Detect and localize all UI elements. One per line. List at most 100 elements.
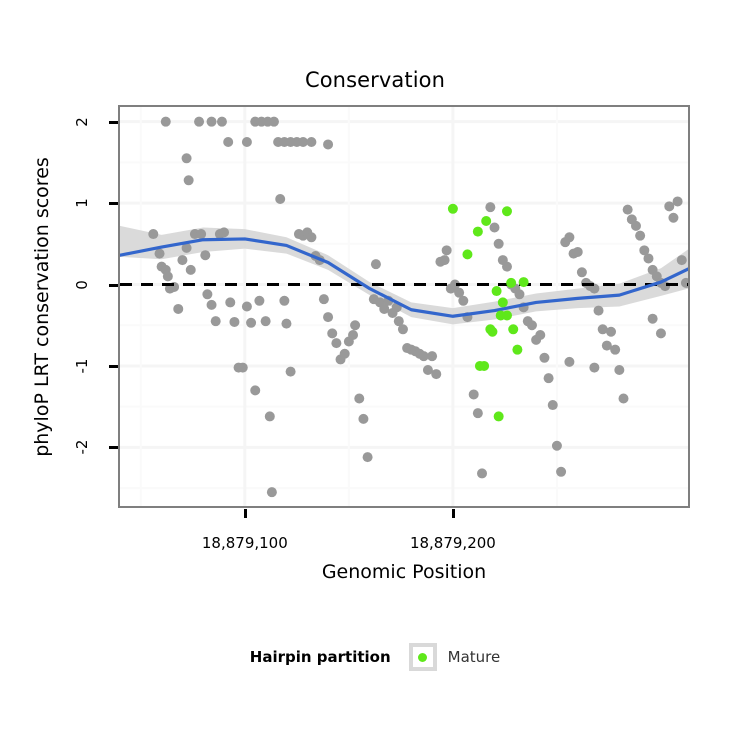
- data-point-other: [639, 245, 650, 256]
- y-tick-mark: [109, 446, 118, 450]
- data-point-mature: [472, 226, 483, 237]
- data-point-other: [551, 440, 562, 451]
- data-point-other: [327, 328, 338, 339]
- data-point-other: [350, 320, 361, 331]
- data-point-other: [348, 330, 359, 340]
- data-point-other: [275, 194, 286, 205]
- data-point-mature: [501, 310, 512, 321]
- data-point-other: [306, 232, 317, 243]
- data-point-other: [630, 220, 641, 231]
- data-point-mature: [512, 344, 523, 355]
- data-point-other: [279, 295, 290, 306]
- data-point-other: [647, 313, 658, 324]
- data-point-other: [593, 305, 604, 316]
- data-point-other: [250, 385, 261, 396]
- plot-panel: [118, 105, 690, 508]
- data-point-other: [181, 242, 192, 253]
- scatter-plot-canvas: [120, 107, 688, 506]
- data-point-other: [206, 299, 217, 310]
- y-tick-label: 1: [73, 198, 91, 208]
- x-axis-title: Genomic Position: [321, 561, 487, 583]
- data-point-other: [206, 116, 217, 127]
- data-point-other: [354, 393, 365, 404]
- y-tick-label: 0: [73, 279, 91, 290]
- data-point-other: [676, 255, 687, 266]
- data-point-other: [564, 356, 575, 367]
- data-point-other: [246, 317, 257, 328]
- x-tick-mark: [451, 509, 455, 518]
- x-tick-label: 18,879,100: [201, 534, 288, 552]
- data-point-other: [418, 351, 429, 362]
- data-point-other: [547, 400, 558, 411]
- data-point-other: [318, 294, 329, 305]
- y-tick-label: -2: [73, 439, 91, 455]
- data-point-mature: [508, 324, 519, 335]
- data-point-other: [160, 116, 171, 127]
- data-point-other: [655, 328, 666, 339]
- confidence-ribbon: [120, 225, 688, 325]
- data-point-other: [358, 413, 369, 424]
- data-point-other: [441, 245, 452, 256]
- loess-smooth-line: [120, 237, 688, 318]
- data-point-other: [266, 487, 277, 498]
- data-point-mature: [491, 286, 502, 297]
- data-point-other: [331, 338, 342, 349]
- data-point-other: [458, 295, 469, 306]
- data-point-other: [397, 324, 408, 335]
- data-point-other: [535, 330, 546, 340]
- data-point-other: [225, 297, 236, 308]
- legend-dot-icon: [418, 652, 428, 662]
- data-point-other: [472, 408, 483, 419]
- data-point-other: [323, 312, 334, 323]
- y-tick-mark: [109, 364, 118, 368]
- y-tick-mark: [109, 283, 118, 287]
- x-tick-label: 18,879,200: [409, 534, 496, 552]
- y-tick-label: 2: [73, 116, 91, 127]
- data-point-other: [610, 344, 621, 355]
- data-point-other: [154, 248, 165, 259]
- data-point-other: [185, 264, 196, 275]
- data-point-other: [254, 295, 265, 306]
- data-point-other: [268, 116, 279, 127]
- data-point-other: [241, 301, 252, 312]
- data-point-other: [285, 366, 296, 377]
- data-point-other: [210, 316, 221, 327]
- data-point-other: [477, 468, 488, 479]
- data-point-other: [229, 316, 240, 327]
- data-point-other: [370, 259, 381, 270]
- data-point-other: [281, 318, 292, 329]
- data-point-other: [485, 202, 496, 213]
- data-point-other: [543, 373, 554, 384]
- data-point-other: [556, 466, 567, 477]
- data-point-other: [422, 365, 433, 376]
- data-point-other: [237, 362, 248, 373]
- data-point-other: [194, 116, 205, 127]
- data-point-other: [173, 303, 184, 314]
- data-point-other: [379, 303, 390, 314]
- data-point-other: [589, 283, 600, 294]
- data-point-mature: [447, 203, 458, 214]
- data-point-other: [183, 175, 194, 186]
- data-point-mature: [481, 216, 492, 226]
- data-point-other: [668, 212, 679, 223]
- data-point-other: [181, 153, 192, 164]
- data-point-other: [493, 238, 504, 249]
- data-point-mature: [518, 277, 529, 288]
- page-title: Conservation: [304, 68, 446, 92]
- data-point-other: [597, 324, 608, 335]
- x-tick-mark: [243, 509, 247, 518]
- data-point-other: [323, 139, 334, 150]
- legend-key-mature[interactable]: [408, 643, 437, 671]
- data-point-other: [468, 389, 479, 400]
- data-point-other: [664, 201, 675, 212]
- data-point-mature: [497, 297, 508, 308]
- data-point-other: [564, 232, 575, 243]
- data-point-other: [635, 230, 646, 241]
- data-point-other: [618, 393, 629, 404]
- data-point-other: [643, 253, 654, 264]
- data-point-other: [439, 255, 450, 266]
- data-point-other: [489, 222, 500, 233]
- data-point-other: [606, 326, 617, 337]
- data-point-mature: [501, 206, 512, 217]
